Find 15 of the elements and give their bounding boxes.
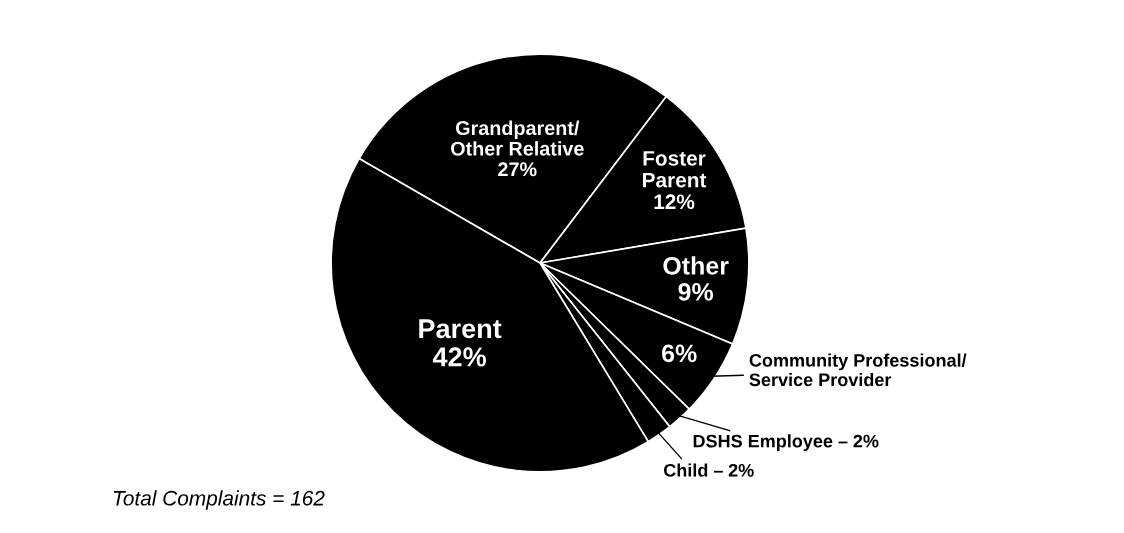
data-label: 27% [498, 162, 537, 177]
slice-label: DSHS Employee – [693, 434, 848, 452]
data-label: 42% [432, 347, 486, 367]
data-label: 9% [678, 283, 714, 301]
data-label: 2% [728, 463, 754, 477]
slice-label: Foster Parent [642, 151, 707, 188]
slice-label: Parent [419, 319, 502, 339]
data-label: 2% [853, 434, 879, 448]
slice-label: Grandparent/ Other Relative [451, 120, 584, 156]
data-label: 12% [654, 194, 695, 210]
slice-label: Other [663, 256, 729, 275]
slice-label: Child – [663, 463, 723, 477]
slice-label: Community Professional/ Service Provider [749, 353, 967, 387]
data-label: 6% [662, 344, 697, 363]
text: Total Complaints = 162 [113, 490, 325, 510]
